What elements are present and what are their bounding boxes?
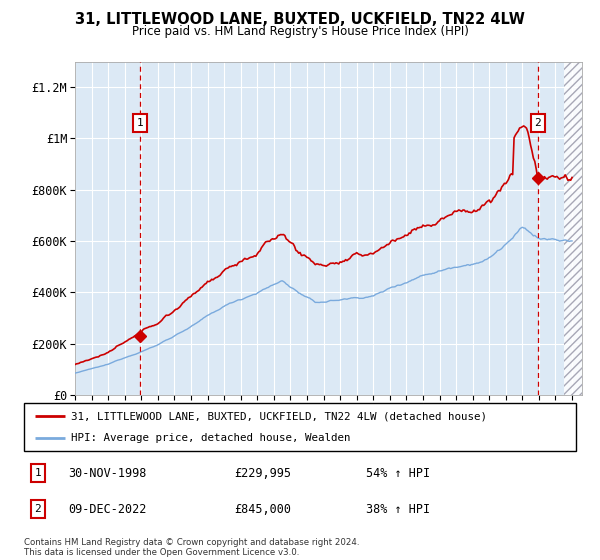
Bar bbox=[564, 62, 589, 395]
Text: 2: 2 bbox=[535, 118, 541, 128]
Text: 1: 1 bbox=[137, 118, 143, 128]
Text: Contains HM Land Registry data © Crown copyright and database right 2024.
This d: Contains HM Land Registry data © Crown c… bbox=[24, 538, 359, 557]
Text: 54% ↑ HPI: 54% ↑ HPI bbox=[366, 467, 430, 480]
Text: 38% ↑ HPI: 38% ↑ HPI bbox=[366, 503, 430, 516]
Text: 30-NOV-1998: 30-NOV-1998 bbox=[68, 467, 146, 480]
FancyBboxPatch shape bbox=[24, 403, 576, 451]
Text: HPI: Average price, detached house, Wealden: HPI: Average price, detached house, Weal… bbox=[71, 433, 350, 443]
Text: £845,000: £845,000 bbox=[234, 503, 291, 516]
Text: 31, LITTLEWOOD LANE, BUXTED, UCKFIELD, TN22 4LW: 31, LITTLEWOOD LANE, BUXTED, UCKFIELD, T… bbox=[75, 12, 525, 27]
Text: Price paid vs. HM Land Registry's House Price Index (HPI): Price paid vs. HM Land Registry's House … bbox=[131, 25, 469, 38]
Text: 2: 2 bbox=[34, 504, 41, 514]
Text: £229,995: £229,995 bbox=[234, 467, 291, 480]
Text: 09-DEC-2022: 09-DEC-2022 bbox=[68, 503, 146, 516]
Text: 31, LITTLEWOOD LANE, BUXTED, UCKFIELD, TN22 4LW (detached house): 31, LITTLEWOOD LANE, BUXTED, UCKFIELD, T… bbox=[71, 411, 487, 421]
Text: 1: 1 bbox=[34, 468, 41, 478]
